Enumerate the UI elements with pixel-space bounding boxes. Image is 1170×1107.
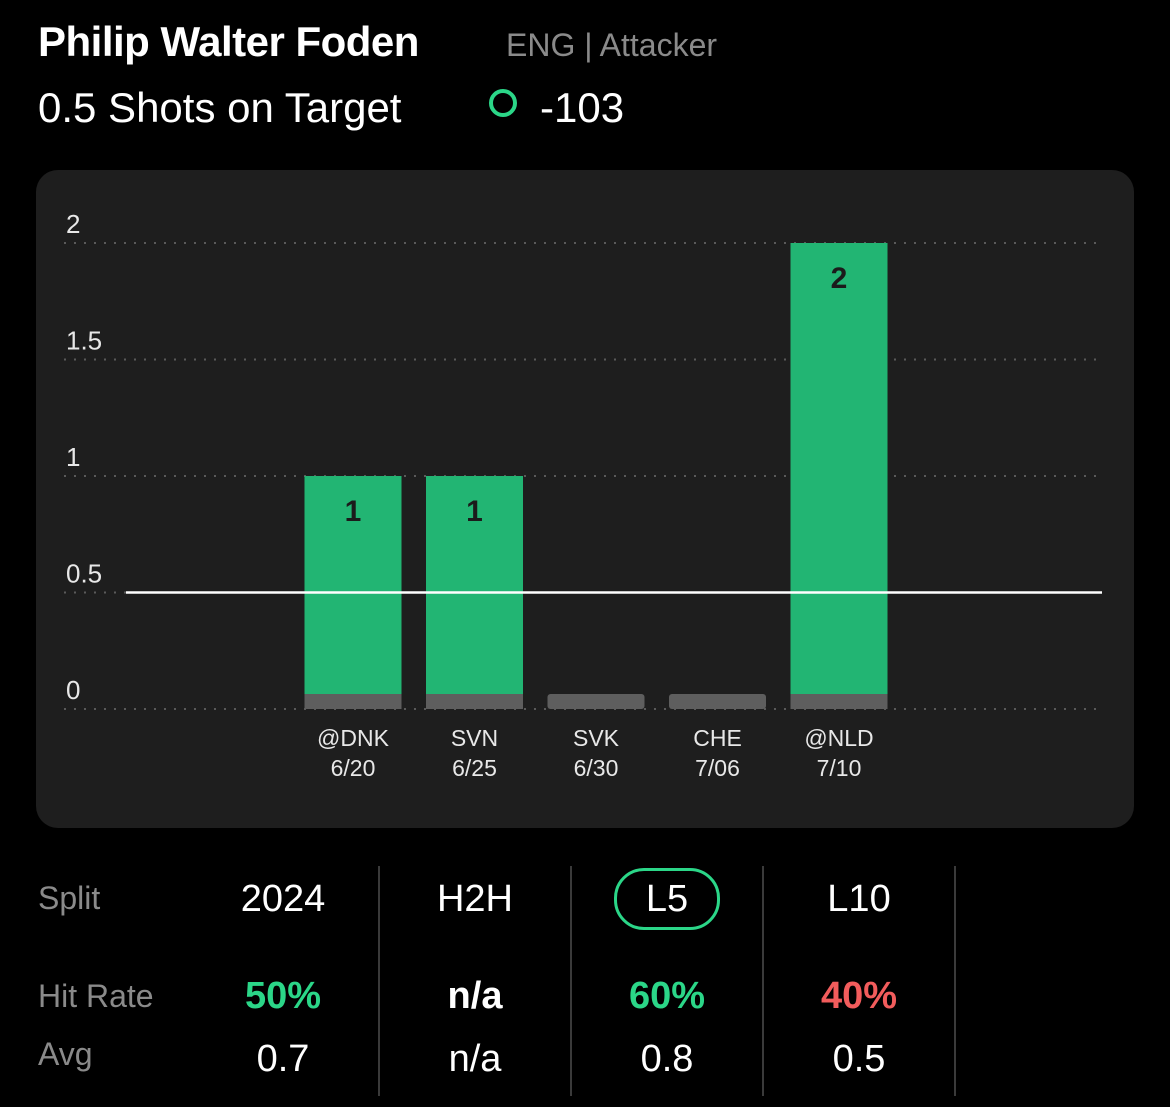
column-divider bbox=[954, 866, 956, 1096]
avg-label: Avg bbox=[38, 1036, 93, 1072]
split-tab-l10[interactable]: L10 bbox=[827, 878, 891, 920]
x-tick-opponent: SVN bbox=[451, 725, 498, 751]
y-tick-label: 0.5 bbox=[66, 559, 102, 589]
bar-base bbox=[547, 694, 645, 709]
bar-value-label: 1 bbox=[466, 495, 483, 528]
hit-rate-value: n/a bbox=[447, 975, 503, 1017]
split-tab-l5[interactable]: L5 bbox=[645, 878, 689, 920]
split-selected-outline bbox=[614, 868, 720, 930]
x-tick-opponent: SVK bbox=[573, 725, 620, 751]
x-tick-opponent: @DNK bbox=[317, 725, 390, 751]
y-tick-label: 0 bbox=[66, 675, 80, 705]
bar-value-label: 2 bbox=[831, 262, 848, 295]
hit-rate-value: 40% bbox=[820, 975, 898, 1017]
bar-base bbox=[669, 694, 766, 709]
hit-rate-value: 50% bbox=[244, 975, 322, 1017]
x-tick-date: 6/25 bbox=[452, 755, 497, 781]
bar-chart: 0 0.5 1 1.5 2 1 @DNK 6/20 1 SVN 6/25 SVK 6/30 CHE 7/06… bbox=[64, 209, 1102, 781]
y-tick-label: 1.5 bbox=[66, 326, 102, 356]
hit-rate-label: Hit Rate bbox=[38, 978, 154, 1014]
split-tab-h2h[interactable]: H2H bbox=[436, 878, 514, 920]
bar-base bbox=[790, 694, 888, 709]
split-row-label: Split bbox=[38, 880, 101, 916]
bar bbox=[790, 243, 888, 709]
column-divider bbox=[570, 866, 572, 1096]
player-meta: ENG | Attacker bbox=[506, 27, 718, 63]
hit-rate-value: 60% bbox=[628, 975, 706, 1017]
x-tick-date: 6/20 bbox=[331, 755, 376, 781]
avg-value: n/a bbox=[448, 1038, 502, 1080]
avg-value: 0.7 bbox=[256, 1038, 310, 1080]
column-divider bbox=[378, 866, 380, 1096]
chart-card: 0 0.5 1 1.5 2 1 @DNK 6/20 1 SVN 6/25 SVK 6/30 CHE 7/06… bbox=[36, 170, 1134, 828]
odds-value: -103 bbox=[540, 84, 625, 131]
bar-base bbox=[304, 694, 402, 709]
avg-value: 0.5 bbox=[832, 1038, 886, 1080]
y-tick-label: 2 bbox=[66, 209, 80, 239]
prop-line: 0.5 Shots on Target bbox=[38, 84, 402, 131]
avg-value: 0.8 bbox=[640, 1038, 694, 1080]
bar-value-label: 1 bbox=[345, 495, 362, 528]
split-tab-2024[interactable]: 2024 bbox=[240, 878, 326, 920]
player-name: Philip Walter Foden bbox=[38, 18, 419, 65]
x-tick-opponent: CHE bbox=[693, 725, 742, 751]
bar-base bbox=[426, 694, 523, 709]
over-circle-icon bbox=[489, 89, 517, 117]
x-tick-date: 7/06 bbox=[695, 755, 740, 781]
x-tick-date: 6/30 bbox=[574, 755, 619, 781]
x-tick-date: 7/10 bbox=[817, 755, 862, 781]
column-divider bbox=[762, 866, 764, 1096]
x-tick-opponent: @NLD bbox=[804, 725, 873, 751]
y-tick-label: 1 bbox=[66, 442, 80, 472]
